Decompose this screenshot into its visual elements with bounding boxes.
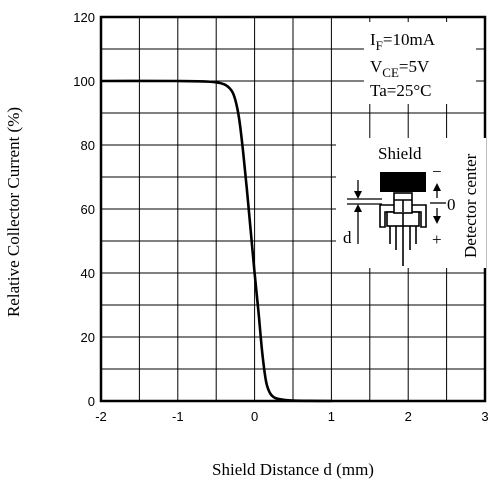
d-label: d — [343, 228, 352, 247]
detector-center-label: Detector center — [461, 153, 480, 258]
series-line — [100, 79, 332, 403]
x-tick-label: -1 — [172, 409, 184, 424]
condition-ta: Ta=25°C — [370, 81, 431, 100]
travel-arrows-icon — [430, 183, 446, 224]
y-axis-title: Relative Collector Current (%) — [4, 107, 23, 317]
x-tick-label: 3 — [481, 409, 488, 424]
x-tick-label: -2 — [95, 409, 107, 424]
distance-marker-icon — [347, 180, 382, 244]
minus-label: − — [432, 162, 442, 181]
y-tick-label: 0 — [88, 394, 95, 409]
x-axis-title: Shield Distance d (mm) — [212, 460, 374, 479]
x-tick-label: 2 — [405, 409, 412, 424]
curve-layer — [100, 79, 332, 403]
sensor-package-icon — [379, 192, 427, 266]
y-tick-label: 80 — [81, 138, 95, 153]
y-tick-label: 120 — [73, 10, 95, 25]
condition-vce: VCE=5V — [370, 57, 430, 80]
y-tick-label: 40 — [81, 266, 95, 281]
shield-sensor-diagram: Shield Detector center d — [336, 138, 486, 268]
tick-labels: -2 -1 0 1 2 3 0 20 40 60 80 100 120 — [73, 10, 488, 424]
y-tick-label: 60 — [81, 202, 95, 217]
x-tick-label: 1 — [328, 409, 335, 424]
y-tick-label: 20 — [81, 330, 95, 345]
condition-if: IF=10mA — [370, 30, 436, 53]
zero-label: 0 — [447, 195, 456, 214]
x-tick-label: 0 — [251, 409, 258, 424]
conditions-background — [364, 22, 476, 104]
plus-label: + — [432, 230, 442, 249]
conditions-legend: IF=10mA VCE=5V Ta=25°C — [364, 22, 476, 104]
y-tick-label: 100 — [73, 74, 95, 89]
shield-label: Shield — [378, 144, 422, 163]
shield-plate-icon — [380, 172, 426, 192]
